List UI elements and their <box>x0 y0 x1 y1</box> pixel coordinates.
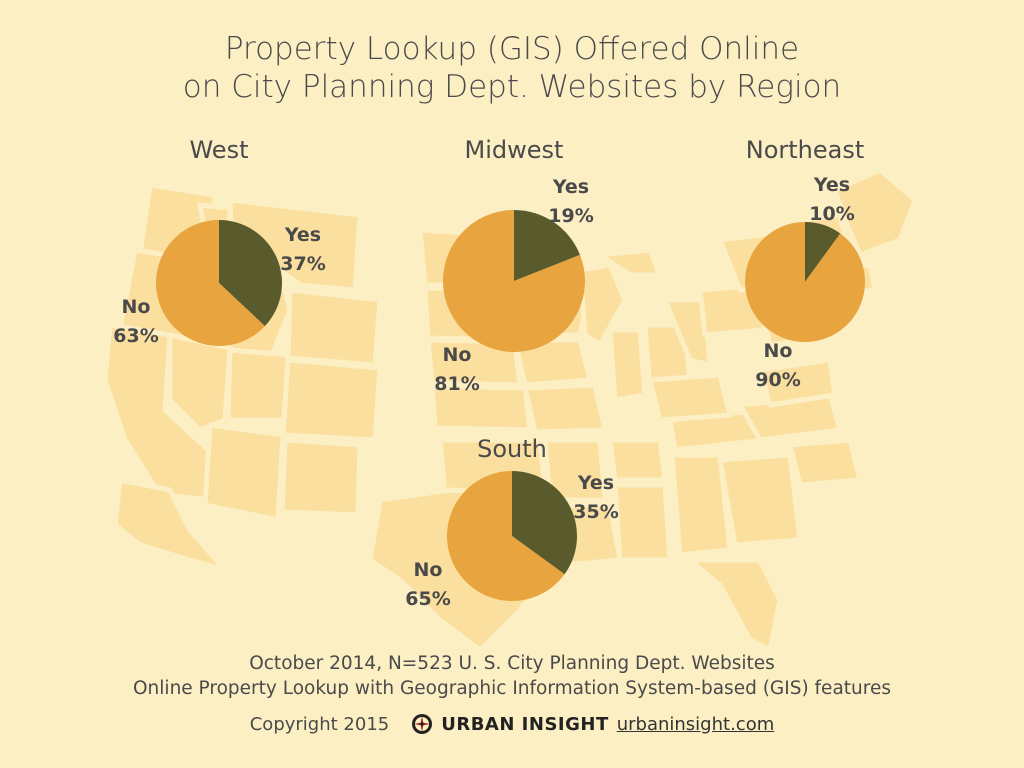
northeast-slice-yes <box>805 222 841 282</box>
footer-line1: October 2014, N=523 U. S. City Planning … <box>249 653 775 674</box>
south-region-title: South <box>477 435 547 463</box>
west-yes-value: 37% <box>280 253 325 275</box>
copyright-text: Copyright 2015 <box>249 713 390 735</box>
south-slice-no <box>447 471 565 601</box>
brand-url-link[interactable]: urbaninsight.com <box>616 713 775 735</box>
chart-title-line1: Property Lookup (GIS) Offered Online <box>224 31 800 67</box>
footer-line2: Online Property Lookup with Geographic I… <box>133 678 891 699</box>
midwest-pie: Midwest Yes 19% No 81% <box>434 136 593 395</box>
south-slice-yes <box>512 471 578 575</box>
west-slice-yes <box>219 220 283 327</box>
midwest-region-title: Midwest <box>465 136 564 164</box>
midwest-no-value: 81% <box>434 373 479 395</box>
northeast-pie: Northeast Yes 10% No 90% <box>745 136 865 391</box>
brand-row: Copyright 2015 URBAN INSIGHT urbaninsigh… <box>0 713 1024 735</box>
chart-title-line2: on City Planning Dept. Websites by Regio… <box>182 69 842 105</box>
west-region-title: West <box>189 136 248 164</box>
west-pie: West Yes 37% No 63% <box>113 136 325 347</box>
midwest-no-label: No <box>443 344 472 366</box>
northeast-no-value: 90% <box>755 369 800 391</box>
south-no-label: No <box>414 559 443 581</box>
south-yes-label: Yes <box>577 472 614 494</box>
south-no-value: 65% <box>405 588 450 610</box>
south-yes-value: 35% <box>573 501 618 523</box>
west-slice-no <box>156 220 265 346</box>
midwest-slice-no <box>443 210 585 352</box>
west-no-value: 63% <box>113 325 158 347</box>
northeast-slice-no <box>745 222 865 343</box>
midwest-yes-value: 19% <box>548 205 593 227</box>
urban-insight-logo-icon <box>412 714 433 734</box>
west-yes-label: Yes <box>284 224 321 246</box>
northeast-no-label: No <box>764 340 793 362</box>
northeast-yes-value: 10% <box>809 203 854 225</box>
west-no-label: No <box>122 296 151 318</box>
northeast-region-title: Northeast <box>746 136 865 164</box>
brand-name: URBAN INSIGHT <box>441 713 609 735</box>
midwest-slice-yes <box>514 210 581 281</box>
northeast-yes-label: Yes <box>813 174 850 196</box>
midwest-yes-label: Yes <box>552 176 589 198</box>
south-pie: South Yes 35% No 65% <box>405 435 618 610</box>
